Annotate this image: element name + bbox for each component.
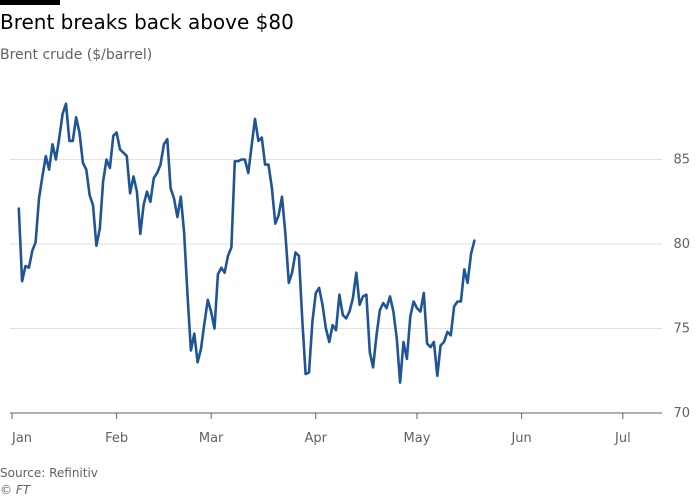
y-tick-label: 75 xyxy=(673,322,690,337)
line-chart: Jan Feb Mar Apr May Jun Jul 70 75 80 85 xyxy=(10,102,690,446)
x-tick-label: Apr xyxy=(305,431,328,446)
series-line xyxy=(17,102,476,384)
x-tick-label: Jul xyxy=(614,431,631,446)
x-tick-label: Jun xyxy=(510,431,531,446)
y-tick-label: 85 xyxy=(673,153,690,168)
brand-bar xyxy=(0,0,60,5)
x-tick-label: Mar xyxy=(199,431,224,446)
chart-subtitle: Brent crude ($/barrel) xyxy=(0,47,153,63)
y-tick-label: 70 xyxy=(673,406,690,421)
x-tick-label: Feb xyxy=(105,431,128,446)
y-axis: 70 75 80 85 xyxy=(673,153,690,422)
x-tick-label: May xyxy=(404,431,431,446)
y-tick-label: 80 xyxy=(673,237,690,252)
x-tick-label: Jan xyxy=(11,431,32,446)
series-brent xyxy=(17,102,476,384)
chart-title: Brent breaks back above $80 xyxy=(0,10,294,34)
gridlines xyxy=(10,159,662,414)
source-note: Source: Refinitiv xyxy=(0,466,98,480)
credit-note: © FT xyxy=(0,483,31,497)
x-axis: Jan Feb Mar Apr May Jun Jul xyxy=(11,413,631,446)
